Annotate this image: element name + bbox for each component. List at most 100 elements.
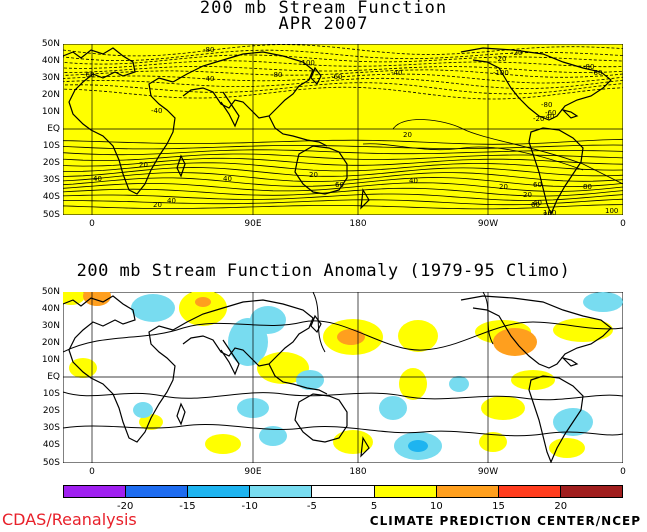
contour-label: -80 xyxy=(203,46,214,54)
anomaly-region xyxy=(449,376,469,392)
stream-contour xyxy=(63,198,623,206)
anomaly-region xyxy=(69,358,97,378)
lat-label: 30N xyxy=(41,73,60,83)
contour-label: -20 xyxy=(495,55,506,63)
contour-label: 40 xyxy=(223,175,232,183)
stream-contour xyxy=(362,143,584,171)
coastline xyxy=(176,402,186,426)
coastline xyxy=(360,188,370,210)
colorbar-label: 15 xyxy=(492,501,505,512)
contour-label: 60 xyxy=(531,201,540,209)
coastline xyxy=(561,108,579,119)
colorbar-swatch xyxy=(188,486,251,497)
lon-label: 90W xyxy=(477,219,499,229)
contour-label: 40 xyxy=(533,199,542,207)
lon-label: 90W xyxy=(477,467,499,477)
coastline xyxy=(460,47,612,121)
contour-label: 20 xyxy=(523,191,532,199)
top-map-svg: -80-100-60 -40 -80 -60 -40-20-20-100-80-60-4… xyxy=(63,44,623,215)
colorbar-label: 10 xyxy=(429,501,443,512)
lat-label: EQ xyxy=(47,124,60,134)
contour-label: 100 xyxy=(543,209,556,215)
lat-label: 50S xyxy=(42,458,60,468)
anomaly-region xyxy=(259,426,287,446)
lon-label: 180 xyxy=(349,467,367,477)
coastline xyxy=(268,363,328,395)
top-title-line2: APR 2007 xyxy=(278,14,369,34)
contour-label: 20 xyxy=(499,183,508,191)
anomaly-contour xyxy=(63,320,623,353)
stream-contour xyxy=(63,77,623,89)
credit-left: CDAS/Reanalysis xyxy=(2,510,137,529)
contour-label: 40 xyxy=(167,197,176,205)
lat-label: 10N xyxy=(41,107,60,117)
stream-contour xyxy=(63,193,623,201)
contour-label: 80 xyxy=(583,183,592,191)
stream-contour xyxy=(63,157,623,167)
stream-contour xyxy=(63,49,623,61)
lat-label: 10S xyxy=(42,141,60,151)
colorbar-swatch xyxy=(560,486,622,497)
contour-label: -60 xyxy=(331,73,342,81)
anomaly-region xyxy=(131,294,175,322)
anomaly-region xyxy=(379,396,407,420)
contour-label: 40 xyxy=(93,175,102,183)
contour-label: -40 xyxy=(203,75,214,83)
bottom-title: 200 mb Stream Function Anomaly (1979-95 … xyxy=(76,261,571,281)
lon-label: 0 xyxy=(89,467,95,477)
anomaly-region xyxy=(583,292,623,312)
contour-label: -100 xyxy=(299,59,315,67)
coastline xyxy=(268,115,328,147)
stream-contour xyxy=(63,162,623,172)
lat-label: 40N xyxy=(41,304,60,314)
lon-label: 90E xyxy=(244,467,262,477)
lon-label: 0 xyxy=(620,219,626,229)
anomaly-region xyxy=(296,370,324,390)
lat-label: 30N xyxy=(41,321,60,331)
anomaly-region xyxy=(205,434,241,454)
contour-label: -20 xyxy=(533,115,544,123)
anomaly-region xyxy=(398,320,438,352)
coastline xyxy=(220,91,240,128)
lat-label: 20S xyxy=(42,406,60,416)
colorbar-swatch xyxy=(64,486,127,497)
colorbar-swatch xyxy=(374,486,437,497)
bottom-map-svg xyxy=(63,292,623,463)
stream-contour xyxy=(63,69,623,78)
colorbar-label: 5 xyxy=(370,501,378,512)
contour-label: 20 xyxy=(139,161,148,169)
lon-label: 90E xyxy=(244,219,262,229)
contour-label: 80 xyxy=(543,211,552,215)
contour-label: 20 xyxy=(403,131,412,139)
contour-label: -80 xyxy=(541,101,552,109)
anomaly-region xyxy=(133,402,153,418)
contour-label: 40 xyxy=(409,177,418,185)
contour-label: -40 xyxy=(543,113,554,121)
lat-label: EQ xyxy=(47,372,60,382)
contour-label: 60 xyxy=(335,181,344,189)
lat-label: 20S xyxy=(42,158,60,168)
stream-contour xyxy=(63,153,623,161)
anomaly-region xyxy=(408,440,428,452)
coastline xyxy=(63,295,176,443)
colorbar-swatch xyxy=(250,486,313,497)
coastline xyxy=(176,154,186,178)
contour-label: 20 xyxy=(309,171,318,179)
colorbar-label: -5 xyxy=(306,501,317,512)
stream-contour xyxy=(63,44,623,57)
contour-label: -40 xyxy=(391,69,402,77)
contour-label: 60 xyxy=(533,181,542,189)
colorbar-swatch xyxy=(498,486,561,497)
colorbar-label: -20 xyxy=(117,501,134,512)
stream-contour xyxy=(63,204,623,210)
lat-label: 10N xyxy=(41,355,60,365)
coastline xyxy=(561,356,579,367)
stream-contour xyxy=(63,172,623,182)
coastline xyxy=(294,145,348,195)
anomaly-contour xyxy=(312,292,326,353)
stream-contour xyxy=(63,144,623,150)
top-map-background xyxy=(63,44,623,215)
anomaly-region xyxy=(481,396,525,420)
credit-right: CLIMATE PREDICTION CENTER/NCEP xyxy=(369,514,641,528)
stream-contour xyxy=(63,73,623,84)
